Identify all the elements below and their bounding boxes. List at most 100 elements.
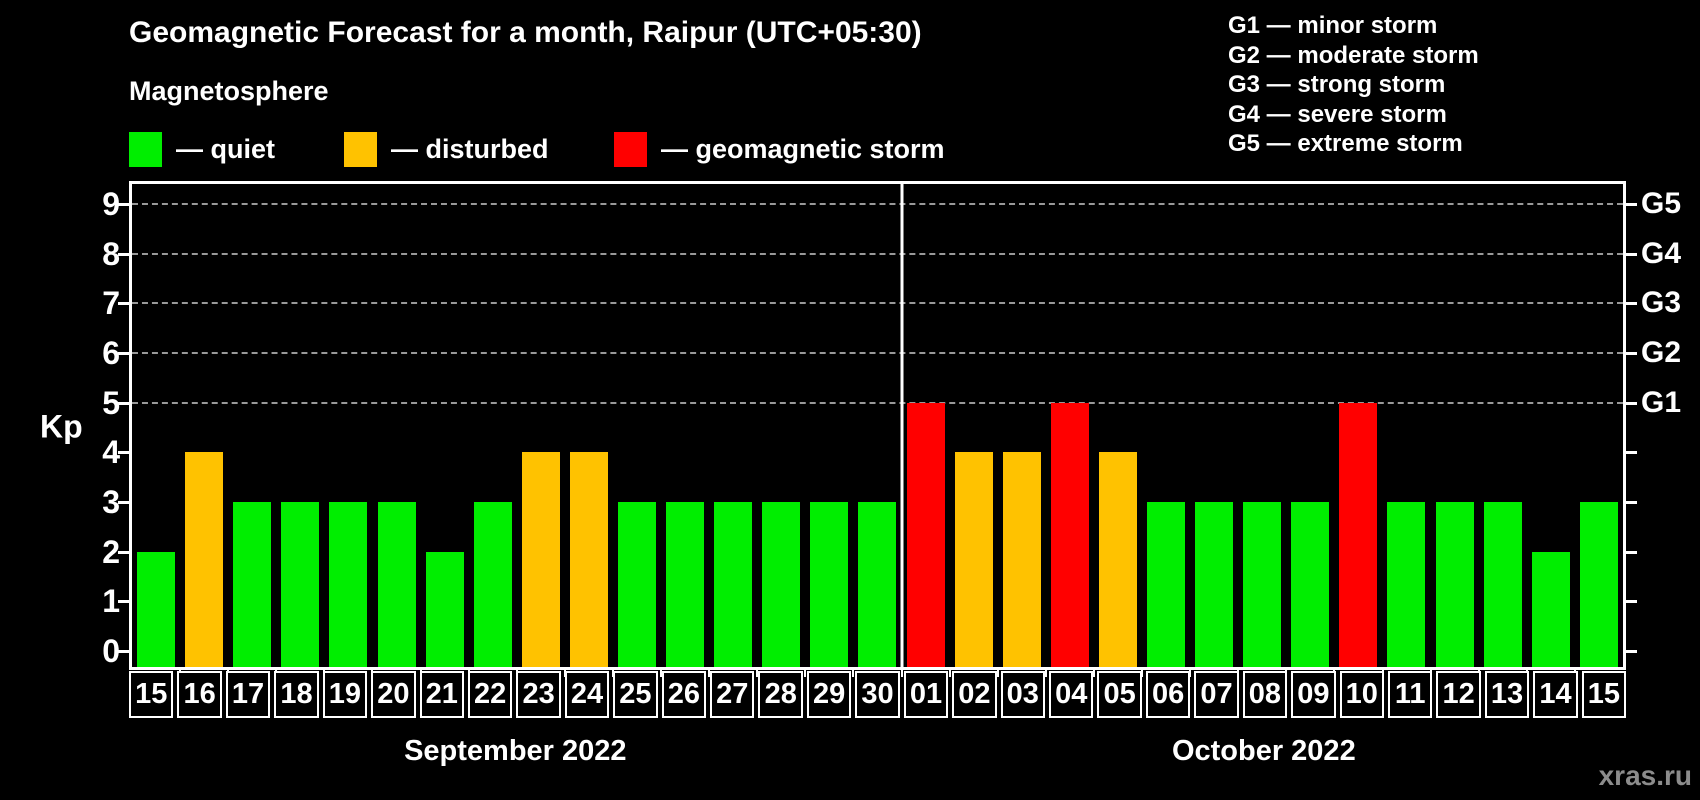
bar-slot [1142, 184, 1190, 667]
bar-slot [950, 184, 998, 667]
kp-bar-day-10 [1339, 402, 1378, 667]
legend-item-disturbed: — disturbed [344, 130, 549, 168]
axis-tick-right [1626, 501, 1637, 505]
day-label-box: 01 [903, 671, 949, 718]
day-label-box: 09 [1291, 671, 1336, 718]
day-label-box: 07 [1194, 671, 1239, 718]
storm-scale-item: G3 — strong storm [1228, 71, 1446, 98]
gridline-kp7 [132, 302, 1623, 305]
bar-slot [1286, 184, 1334, 667]
storm-swatch-icon [614, 131, 647, 167]
g-scale-label-g5: G5 [1641, 186, 1682, 220]
bar-slot [421, 184, 469, 667]
bar-slot [1431, 184, 1479, 667]
bar-slot [1527, 184, 1575, 667]
chart-title: Geomagnetic Forecast for a month, Raipur… [129, 16, 922, 49]
day-label-box: 17 [225, 671, 271, 718]
kp-bar-day-24 [569, 452, 608, 667]
gridline-kp9 [132, 202, 1623, 205]
axis-tick-left [118, 550, 129, 554]
axis-tick-left [118, 302, 129, 306]
day-label-box: 08 [1242, 671, 1288, 718]
x-axis-boundary-tick [948, 670, 951, 677]
gridline-kp8 [132, 252, 1623, 255]
axis-tick-right [1626, 202, 1637, 206]
kp-bar-day-30 [858, 502, 897, 667]
bar-slot [132, 184, 180, 667]
plot-area [118, 181, 1637, 677]
legend-label: — geomagnetic storm [661, 133, 945, 164]
axis-tick-left [118, 351, 129, 355]
legend-label: — quiet [176, 133, 275, 164]
day-label-box: 13 [1484, 671, 1530, 718]
kp-bar-day-13 [1483, 502, 1522, 667]
legend-item-quiet: — quiet [129, 130, 275, 168]
kp-bar-day-26 [666, 502, 705, 667]
day-label-box: 16 [177, 671, 222, 718]
kp-bar-day-27 [714, 502, 753, 667]
kp-bar-day-22 [473, 502, 512, 667]
kp-bar-day-17 [233, 502, 272, 667]
axis-tick-left [118, 202, 129, 206]
kp-bar-day-04 [1050, 402, 1089, 667]
g-scale-label-g1: G1 [1641, 385, 1682, 419]
watermark: xras.ru [1598, 760, 1692, 791]
x-axis-boundary-tick [804, 670, 807, 677]
day-label-box: 10 [1339, 671, 1384, 718]
day-label-box: 06 [1145, 671, 1191, 718]
kp-bar-day-21 [425, 551, 464, 667]
gridline-kp6 [132, 351, 1623, 354]
kp-bar-day-28 [762, 502, 801, 667]
storm-scale-item: G4 — severe storm [1228, 100, 1447, 128]
day-label-box: 05 [1097, 671, 1142, 718]
day-label-box: 27 [710, 671, 755, 718]
axis-tick-left [118, 650, 129, 654]
day-label-box: 24 [564, 671, 610, 718]
y-axis-title: Kp [40, 408, 83, 445]
kp-bar-day-15 [1579, 502, 1618, 667]
bar-slot [757, 184, 805, 667]
day-label-box: 22 [467, 671, 513, 718]
x-axis-boundary-tick [996, 670, 999, 677]
g-scale-label-g2: G2 [1641, 335, 1682, 369]
y-tick-label-4: 4 [102, 434, 120, 471]
y-tick-label-9: 9 [102, 185, 120, 222]
bar-slot [1382, 184, 1430, 667]
day-label-box: 25 [613, 671, 658, 718]
g-scale-label-g3: G3 [1641, 286, 1682, 320]
axis-tick-left [118, 501, 129, 505]
kp-bar-day-05 [1098, 452, 1137, 667]
storm-scale-item: G1 — minor storm [1228, 12, 1438, 39]
storm-scale-item: G5 — extreme storm [1228, 130, 1463, 157]
kp-bar-day-07 [1195, 502, 1234, 667]
bar-slot [180, 184, 228, 667]
bar-slot [1334, 184, 1382, 667]
legend-item-storm: — geomagnetic storm [614, 130, 945, 168]
bar-slot [565, 184, 613, 667]
kp-bar-day-29 [810, 502, 849, 667]
axis-tick-right [1626, 650, 1637, 654]
x-axis-boundary-tick [756, 670, 759, 677]
bars-container [132, 184, 1623, 667]
day-label-box: 14 [1533, 671, 1578, 718]
legend-label: — disturbed [391, 133, 549, 164]
bar-slot [853, 184, 901, 667]
x-axis-boundary-tick [1092, 670, 1095, 677]
bar-slot [469, 184, 517, 667]
kp-bar-day-18 [281, 502, 320, 667]
bar-slot [228, 184, 276, 667]
bar-slot [324, 184, 372, 667]
kp-bar-day-08 [1243, 502, 1282, 667]
day-label-box: 15 [1581, 671, 1627, 718]
axis-tick-right [1626, 302, 1637, 306]
kp-bar-day-23 [521, 452, 560, 667]
day-label-box: 30 [855, 671, 900, 718]
y-tick-label-6: 6 [102, 334, 120, 371]
bar-slot [1238, 184, 1286, 667]
y-tick-label-1: 1 [102, 583, 120, 620]
month-separator-line [900, 184, 904, 667]
storm-scale-legend: G1 — minor storm G2 — moderate storm G3 — … [1228, 11, 1479, 159]
bar-slot [661, 184, 709, 667]
bar-slot [805, 184, 853, 667]
